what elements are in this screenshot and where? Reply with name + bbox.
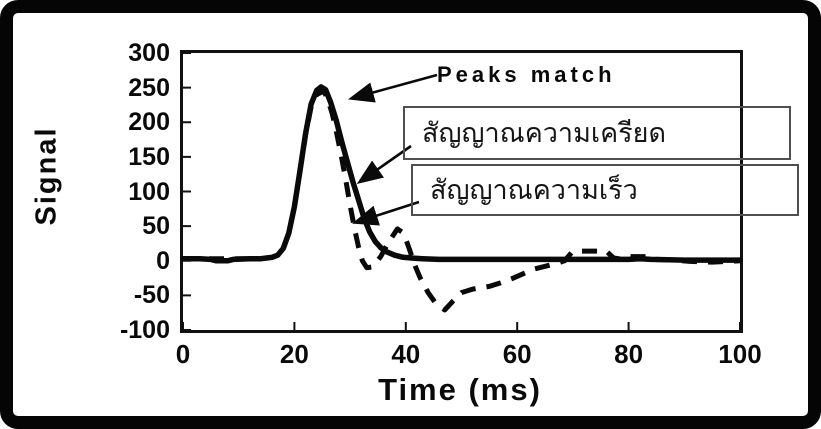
y-tick-label: 150 — [128, 142, 170, 171]
strain-signal-label: สัญญาณความเครียด — [422, 118, 667, 148]
strain-signal-solid-line — [180, 84, 743, 264]
y-tick-label: 300 — [128, 39, 170, 67]
y-tick-label: -100 — [119, 316, 170, 344]
strain-signal-callout-box: สัญญาณความเครียด — [403, 106, 791, 160]
x-tick-label: 80 — [614, 339, 644, 369]
velocity-signal-callout-box: สัญญาณความเร็ว — [411, 164, 799, 216]
x-tick-label: 0 — [175, 339, 191, 369]
x-tick-label: 40 — [391, 339, 421, 369]
x-tick-label: 100 — [718, 339, 762, 369]
y-tick-label: 100 — [128, 177, 170, 206]
y-tick-label: 0 — [156, 246, 170, 275]
y-tick-label: -50 — [133, 281, 170, 310]
y-tick-label: 50 — [142, 212, 170, 241]
velocity-signal-dashed-line — [183, 88, 741, 313]
x-tick-label: 20 — [279, 339, 309, 369]
signal-curves — [180, 84, 743, 313]
y-axis-title: Signal — [30, 126, 63, 226]
y-tick-label: 200 — [128, 108, 170, 137]
velocity-signal-label: สัญญาณความเร็ว — [430, 175, 638, 205]
x-tick-label: 60 — [502, 339, 532, 369]
plot-area — [180, 50, 743, 333]
x-axis-title: Time (ms) — [378, 372, 542, 407]
y-tick-label: 250 — [128, 73, 170, 102]
peaks-match-annotation: Peaks match — [437, 62, 616, 87]
